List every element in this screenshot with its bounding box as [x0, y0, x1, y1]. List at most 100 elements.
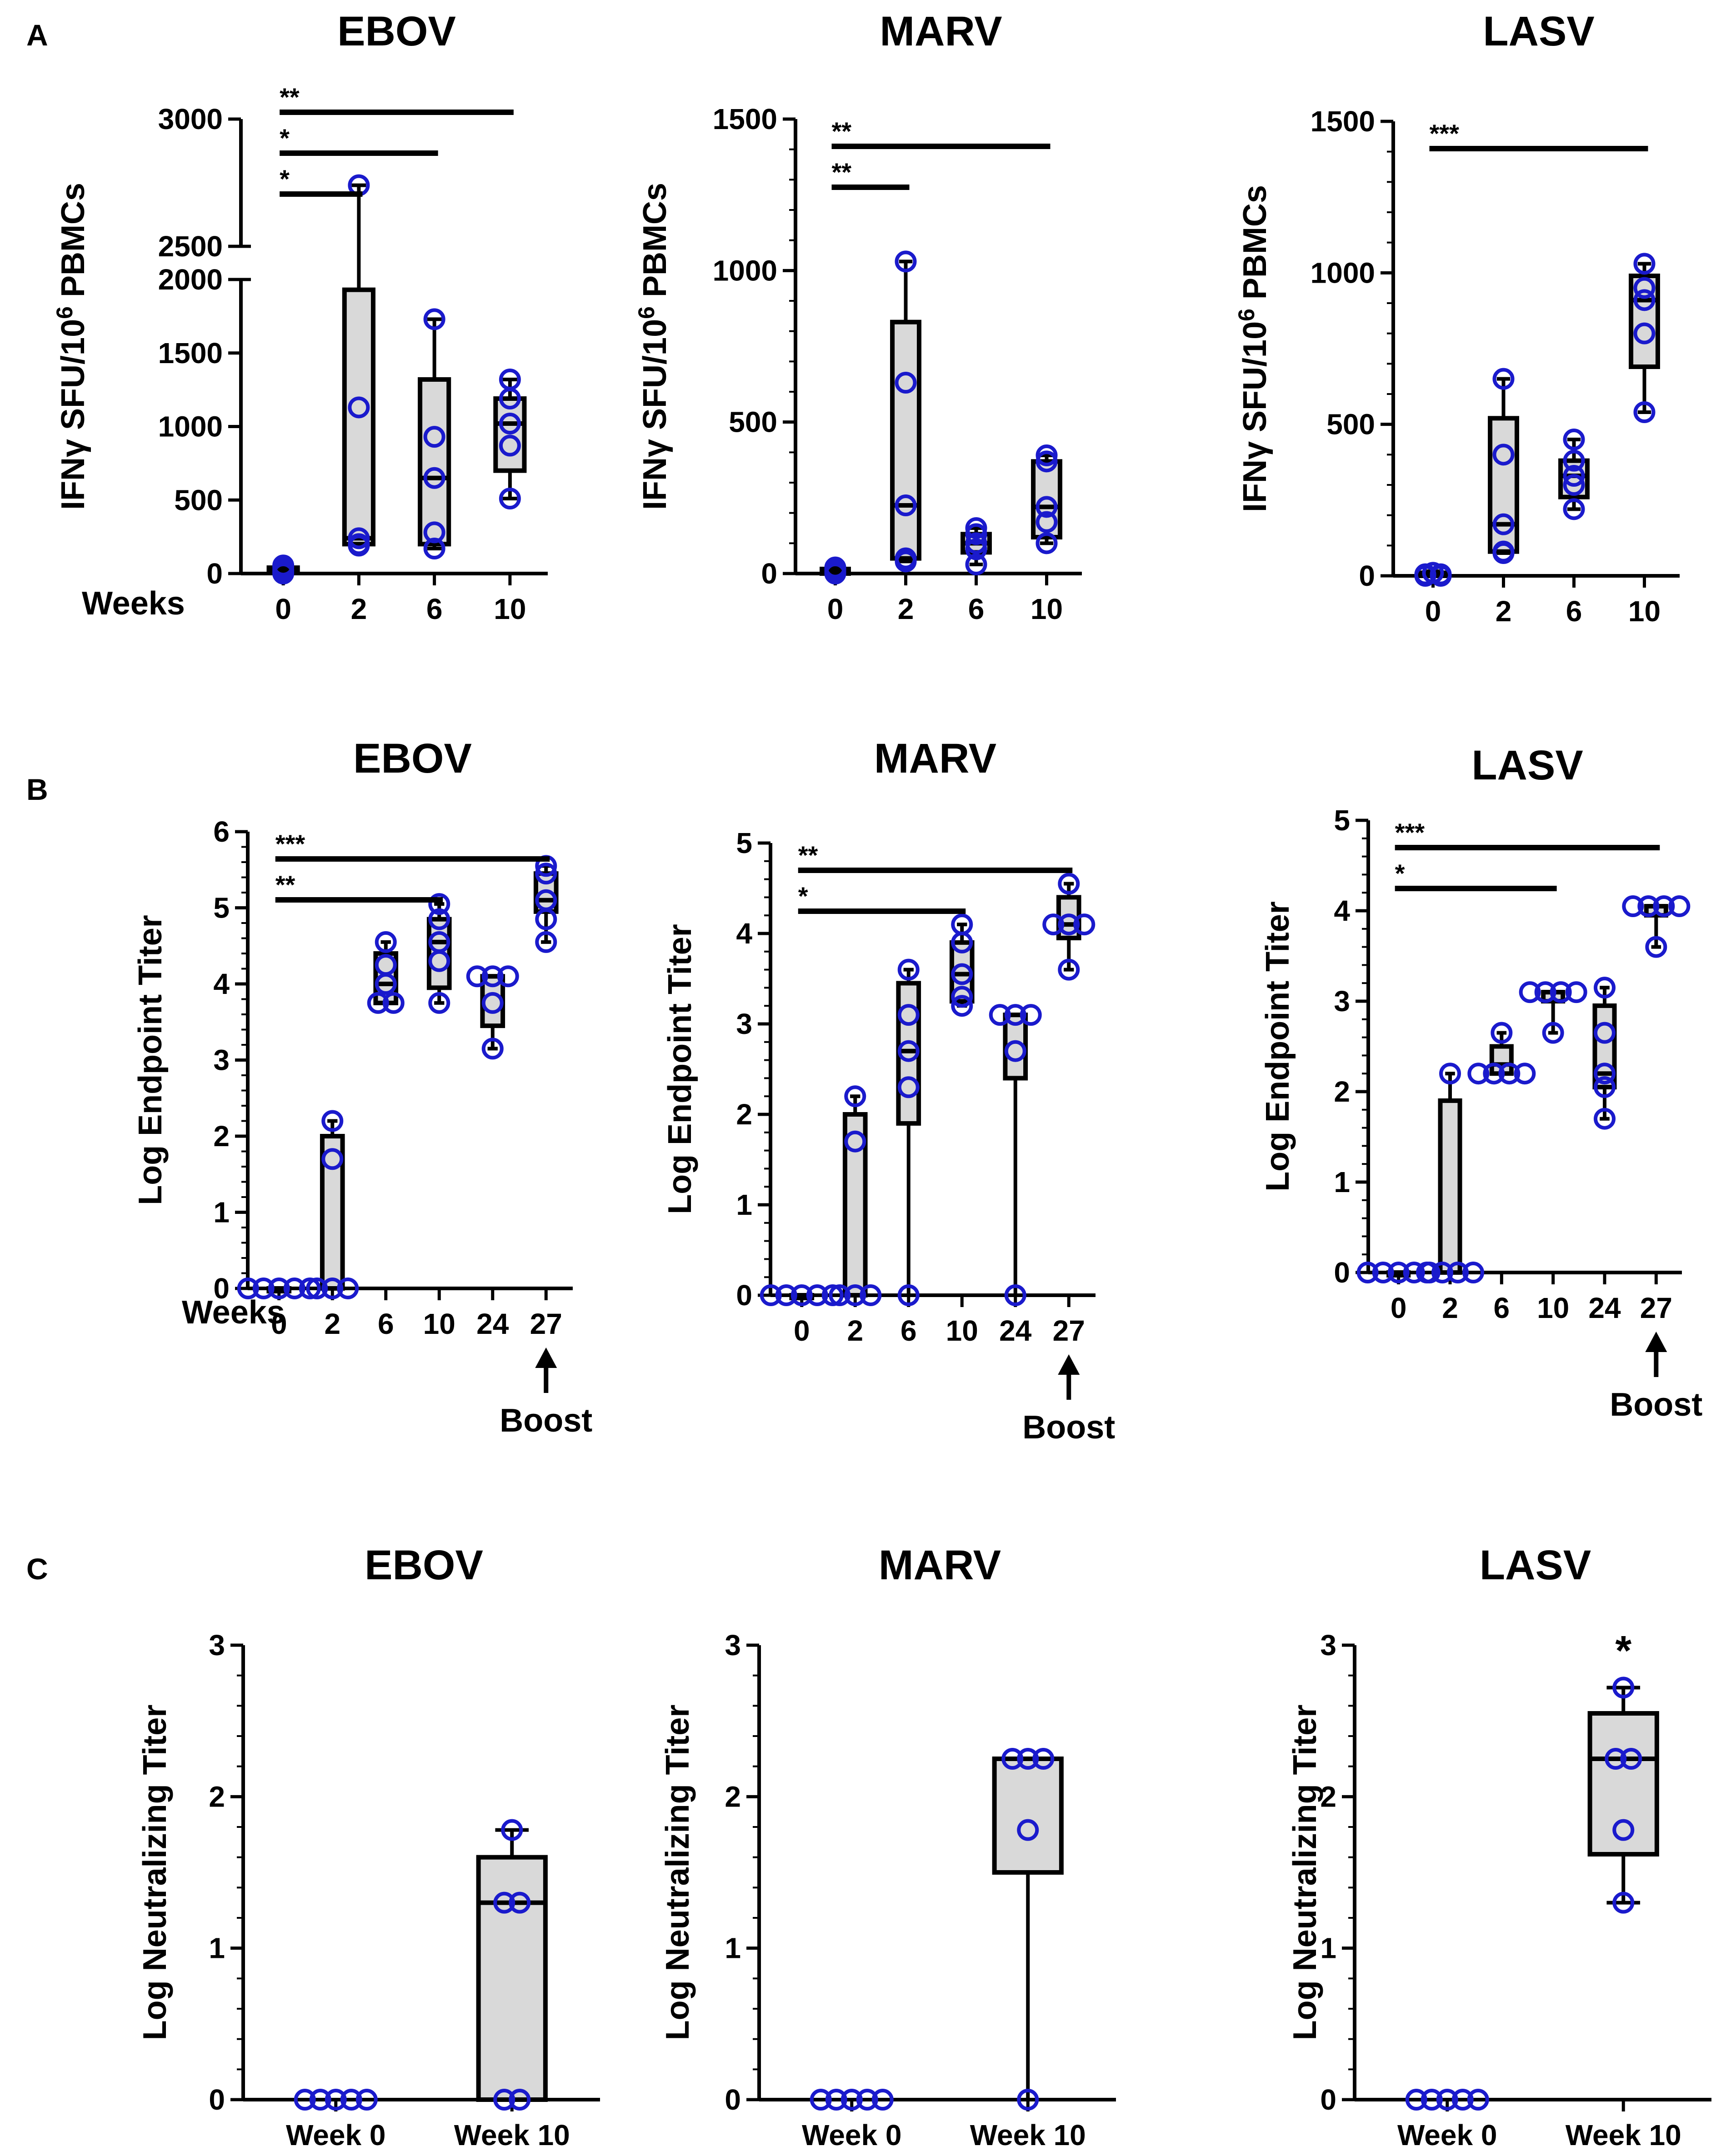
x-tick-label: Week 0 — [1397, 2119, 1497, 2151]
data-point — [272, 561, 295, 583]
y-tick-label: 4 — [213, 968, 230, 1000]
box — [1592, 1003, 1617, 1090]
x-tick-label: 0 — [271, 1308, 287, 1340]
data-point — [1633, 401, 1656, 423]
y-tick-label: 3 — [1320, 1629, 1336, 1662]
data-point — [856, 2089, 878, 2111]
significance-label: * — [280, 165, 290, 193]
data-point — [355, 2089, 378, 2111]
data-point — [844, 1130, 866, 1153]
significance-asterisk: * — [1615, 1627, 1631, 1674]
data-point — [1036, 511, 1058, 533]
data-point — [535, 931, 557, 953]
data-point — [810, 2089, 832, 2111]
data-point — [1668, 895, 1691, 918]
data-point — [428, 992, 450, 1014]
x-tick-label: 2 — [351, 593, 367, 625]
significance-label: ** — [275, 870, 295, 899]
data-point — [965, 517, 987, 539]
x-tick-label: 0 — [827, 593, 844, 625]
data-point — [367, 992, 389, 1014]
y-tick-label: 1 — [213, 1196, 230, 1229]
chart-a-lasv: LASV 0 500 1000 1500 IFNγ SFU/106 PBMCs 0 2 6 10 *… — [1234, 8, 1680, 628]
data-point — [1032, 1748, 1055, 1770]
y-tick-label: 0 — [1334, 1256, 1350, 1289]
data-point — [806, 1284, 828, 1306]
x-tick-label: 10 — [423, 1308, 455, 1340]
data-point — [1563, 449, 1585, 472]
y-axis-label: Log Endpoint Titer — [662, 924, 698, 1214]
y-tick-label: 3000 — [158, 103, 223, 135]
data-point — [321, 1110, 344, 1132]
data-point — [481, 992, 504, 1014]
data-point — [1645, 936, 1667, 958]
data-point — [1462, 1262, 1484, 1283]
significance-label: ** — [832, 117, 852, 145]
x-axis-label-weeks: Weeks — [82, 585, 185, 622]
data-point — [1001, 1748, 1024, 1770]
data-point — [760, 1284, 782, 1306]
x-tick-label: Week 0 — [286, 2119, 385, 2151]
data-point — [309, 2089, 331, 2111]
panel-letter-a: A — [26, 18, 48, 52]
significance-label: *** — [1395, 818, 1425, 847]
box — [476, 1855, 548, 2102]
y-tick-label: 0 — [736, 1279, 752, 1312]
data-point — [1563, 465, 1585, 487]
data-point — [1036, 532, 1058, 554]
significance-label: * — [798, 882, 808, 910]
data-point — [1430, 563, 1452, 585]
data-point — [895, 494, 917, 516]
x-tick-label: 27 — [1053, 1314, 1085, 1347]
y-tick-label: 2 — [209, 1780, 225, 1813]
data-point — [821, 1284, 844, 1306]
data-point — [466, 965, 488, 988]
data-point — [829, 1284, 851, 1306]
data-point — [1492, 368, 1515, 390]
data-point — [348, 533, 370, 555]
x-axis-label-weeks: Weeks — [182, 1294, 285, 1331]
data-point — [1058, 958, 1080, 981]
data-point — [1058, 913, 1080, 936]
data-point — [825, 2089, 847, 2111]
data-point — [1594, 977, 1616, 999]
data-point — [1467, 1063, 1490, 1085]
data-point — [340, 2089, 362, 2111]
data-point — [897, 1076, 920, 1098]
data-point — [1594, 1063, 1616, 1085]
y-tick-label: 1 — [725, 1932, 741, 1965]
boost-arrow-head — [1058, 1354, 1080, 1375]
y-tick-label: 1500 — [1311, 105, 1375, 138]
data-point — [824, 558, 846, 580]
data-point — [1514, 1063, 1536, 1085]
data-point — [1550, 981, 1572, 1003]
data-point — [965, 523, 987, 545]
box — [842, 1112, 868, 1298]
data-point — [895, 372, 917, 394]
data-point — [790, 1284, 813, 1306]
data-point — [423, 467, 445, 489]
x-tick-label: Week 10 — [454, 2119, 570, 2151]
y-tick-label: 1000 — [1311, 256, 1375, 289]
box — [992, 1757, 1064, 1875]
x-tick-label: 6 — [1566, 595, 1582, 628]
box — [493, 396, 527, 473]
data-point — [1483, 1063, 1505, 1085]
data-point — [1633, 277, 1656, 299]
data-point — [1020, 1004, 1042, 1026]
data-point — [1372, 1262, 1394, 1283]
data-point — [1492, 540, 1515, 563]
y-tick-label: 1 — [209, 1932, 225, 1965]
chart-title: EBOV — [365, 1542, 483, 1588]
y-tick-label: 1500 — [713, 103, 777, 135]
box — [320, 1134, 345, 1291]
data-point — [1405, 2089, 1427, 2111]
data-point — [1058, 873, 1080, 895]
x-tick-label: 2 — [847, 1314, 863, 1347]
x-tick-label: 0 — [275, 593, 291, 625]
data-point — [1633, 322, 1656, 344]
data-point — [294, 2089, 316, 2111]
data-point — [951, 986, 973, 1008]
